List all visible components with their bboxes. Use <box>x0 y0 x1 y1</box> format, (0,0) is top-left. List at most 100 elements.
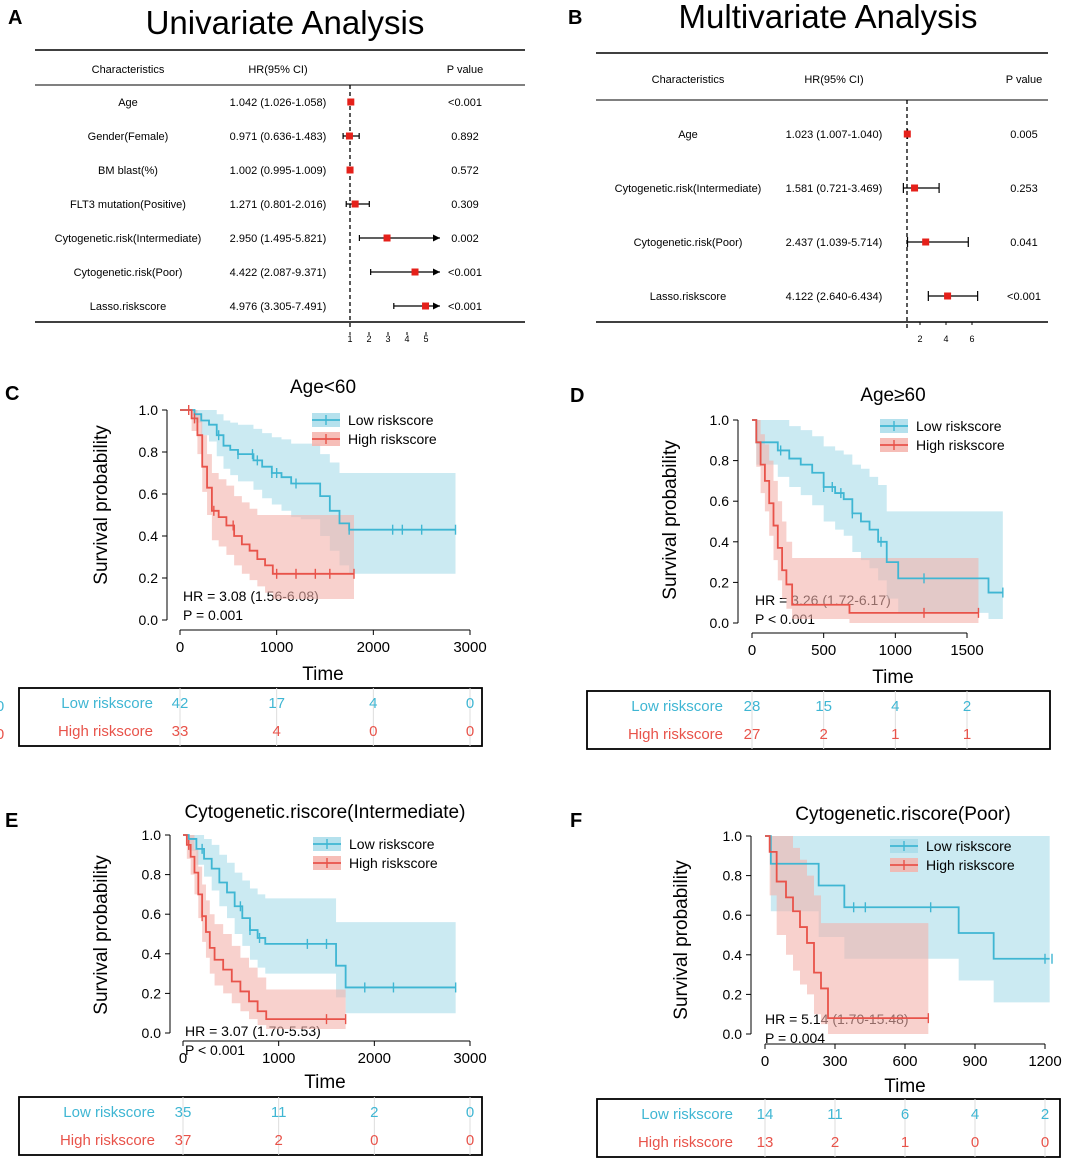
km-e-risk-count: 2 <box>370 1104 378 1121</box>
km-c-risk-count: 17 <box>268 695 285 712</box>
forest-b-tick-label: 6 <box>969 334 974 344</box>
forest-a-axis-ticks: 1 2 3 4 5 <box>347 332 429 344</box>
km-e-y-tick-label: 0.2 <box>142 985 162 1001</box>
km-f-risk-count: 13 <box>757 1134 774 1151</box>
km-d-risk-count: 2 <box>963 698 971 715</box>
km-f-y-tick-label: 0.8 <box>723 868 743 884</box>
km-f-risk-count: 2 <box>831 1134 839 1151</box>
forest-plot-univariate: A Univariate Analysis Characteristics HR… <box>8 4 525 344</box>
km-f-p-text: P = 0.004 <box>765 1030 825 1046</box>
km-e-title: Cytogenetic.riscore(Intermediate) <box>185 802 466 823</box>
km-f-xlabel: Time <box>884 1076 926 1097</box>
km-c-x-tick-label: 1000 <box>260 639 293 656</box>
km-c-y-tick-label: 0.6 <box>139 486 159 502</box>
km-d-y-tick-label: 0.4 <box>710 534 730 550</box>
forest-a-header-p: P value <box>447 64 484 76</box>
km-e-curve-high <box>183 834 346 1021</box>
forest-a-tick-label: 1 <box>347 334 352 344</box>
km-e-risk-row-label: Low riskscore <box>63 1104 155 1121</box>
km-d-legend-label: Low riskscore <box>916 418 1002 434</box>
forest-a-hr-marker <box>345 132 353 140</box>
km-c-ci-band-high <box>180 410 354 599</box>
km-e-ylabel: Survival probability <box>91 855 112 1015</box>
km-e-x-tick-label: 1000 <box>262 1050 295 1067</box>
forest-a-row-hr: 2.950 (1.495-5.821) <box>230 233 327 245</box>
km-d-ci-band-high <box>752 420 979 623</box>
km-f-risk-table-frame <box>596 1098 1061 1158</box>
forest-a-row-label: Age <box>118 97 138 109</box>
km-c-risk-count: 33 <box>172 723 189 740</box>
km-e-x-tick-label: 3000 <box>453 1050 486 1067</box>
km-d-risk-count: 4 <box>891 698 899 715</box>
km-e-y-tick-label: 0.0 <box>142 1025 162 1041</box>
forest-b-tick-label: 2 <box>917 334 922 344</box>
km-f-curve-low <box>765 835 1050 960</box>
forest-a-row-label: Cytogenetic.risk(Intermediate) <box>55 233 202 245</box>
km-c-risk-count: 4 <box>272 723 280 740</box>
forest-b-axis-ticks: 2 4 6 <box>917 322 975 344</box>
km-c-risk-row-label: Low riskscore <box>61 695 153 712</box>
km-e-ci-band-low <box>183 835 456 1014</box>
forest-a-row-p: <0.001 <box>448 97 482 109</box>
km-f-ci-band-low <box>765 836 1050 1003</box>
km-c-p-text: P = 0.001 <box>183 607 243 623</box>
km-d-risk-count: 27 <box>744 726 761 743</box>
forest-a-row-label: Gender(Female) <box>88 131 169 143</box>
forest-a-row-label: FLT3 mutation(Positive) <box>70 199 186 211</box>
forest-a-row-p: 0.572 <box>451 165 479 177</box>
km-c-y-tick-label: 0.2 <box>139 570 159 586</box>
km-e-y-tick-label: 0.4 <box>142 946 162 962</box>
km-c-y-tick-label: 0.0 <box>139 612 159 628</box>
forest-b-row-label: Cytogenetic.risk(Poor) <box>634 237 743 249</box>
km-c-risk-count: 0 <box>466 695 474 712</box>
km-d-y-tick-label: 0.2 <box>710 574 730 590</box>
km-f-y-tick-label: 0.4 <box>723 947 743 963</box>
forest-b-title: Multivariate Analysis <box>679 0 978 35</box>
forest-a-row-hr: 4.976 (3.305-7.491) <box>230 301 327 313</box>
km-f-x-tick-label: 300 <box>822 1053 847 1070</box>
forest-b-hr-marker <box>903 130 911 138</box>
km-e-y-tick-label: 1.0 <box>142 827 162 843</box>
km-c-ylabel: Survival probability <box>91 425 112 585</box>
forest-a-tick-label: 5 <box>423 334 428 344</box>
km-c-y-tick-label: 0.8 <box>139 444 159 460</box>
forest-a-header-characteristics: Characteristics <box>92 64 165 76</box>
km-c-x-tick-label: 0 <box>176 639 184 656</box>
km-f-x-tick-label: 600 <box>892 1053 917 1070</box>
km-d-curve-high <box>752 419 979 614</box>
km-c-risk-count: 4 <box>369 695 377 712</box>
forest-a-ci-arrow <box>433 234 440 242</box>
km-d-y-tick-label: 0.0 <box>710 615 730 631</box>
km-c-risk-count: 42 <box>172 695 189 712</box>
km-c-risk-table-frame <box>18 687 483 747</box>
km-d-x-tick-label: 1500 <box>950 642 983 659</box>
km-c-curve-high <box>180 409 354 575</box>
km-e-risk-count: 2 <box>274 1132 282 1149</box>
km-c-legend-label: Low riskscore <box>348 412 434 428</box>
km-f-risk-count: 4 <box>971 1106 979 1123</box>
km-e-x-tick-label: 2000 <box>358 1050 391 1067</box>
km-c-x-tick-label: 3000 <box>453 639 486 656</box>
forest-a-rows: Age 1.042 (1.026-1.058) <0.001 Gender(Femal… <box>55 97 482 313</box>
forest-b-header-p: P value <box>1006 74 1043 86</box>
forest-a-tick-label: 4 <box>404 334 409 344</box>
km-d-risk-count: 1 <box>963 726 971 743</box>
km-c-title: Age<60 <box>290 377 356 398</box>
km-e-risk-table-frame <box>18 1096 483 1156</box>
km-f-risk-count: 2 <box>1041 1106 1049 1123</box>
km-d-risk-count: 28 <box>744 698 761 715</box>
km-f-risk-count: 0 <box>1041 1134 1049 1151</box>
km-f-risk-count: 11 <box>827 1106 843 1123</box>
forest-b-hr-marker <box>911 184 919 192</box>
km-e-p-text: P < 0.001 <box>185 1042 245 1058</box>
forest-plot-multivariate: B Multivariate Analysis Characteristics … <box>568 0 1048 344</box>
km-c-plot-area: 0.0 0.2 0.4 0.6 0.8 1.0 0 1000 2000 3000 Low risks… <box>18 402 487 747</box>
km-e-legend-label: Low riskscore <box>349 836 435 852</box>
km-f-risk-count: 0 <box>971 1134 979 1151</box>
forest-a-row-p: 0.002 <box>451 233 479 245</box>
km-d-ylabel: Survival probability <box>660 440 681 600</box>
km-e-curve-low <box>183 834 456 989</box>
km-d-risk-count: 2 <box>819 726 827 743</box>
km-f-y-tick-label: 0.0 <box>723 1026 743 1042</box>
